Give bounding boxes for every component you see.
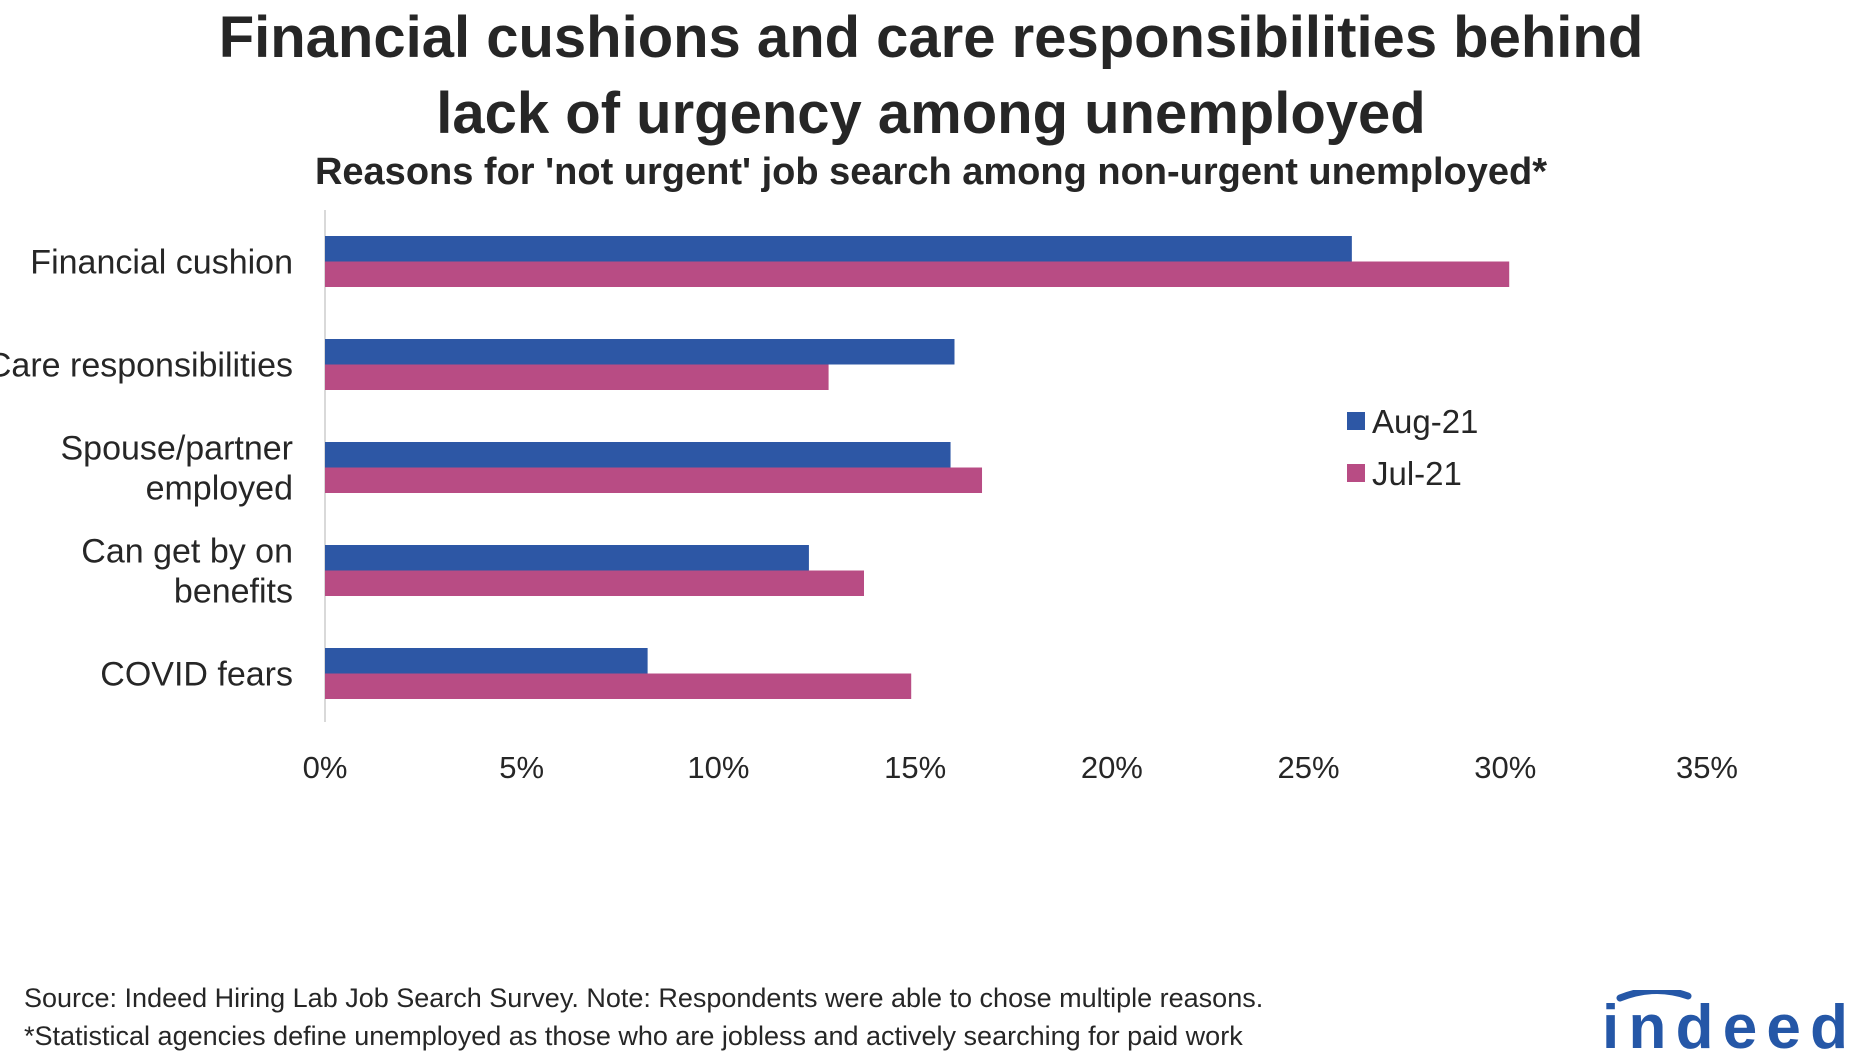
category-label-0-0: Financial cushion [30,244,293,282]
chart-subtitle: Reasons for 'not urgent' job search amon… [314,151,1548,193]
indeed-logo: indeed [1602,990,1848,1054]
bar-jul-21-4 [325,673,912,699]
definition-note: *Statistical agencies define unemployed … [24,1021,1243,1051]
bar-jul-21-1 [325,364,829,390]
x-tick-label-0: 0% [303,750,348,785]
chart-title-line-2: lack of urgency among unemployed [436,81,1426,146]
category-label-3-1: benefits [174,573,293,611]
source-note: Source: Indeed Hiring Lab Job Search Sur… [24,983,1264,1013]
bar-jul-21-3 [325,570,864,596]
legend-swatch-aug-21 [1347,412,1365,430]
logo-wordmark: indeed [1602,993,1848,1054]
legend-label-jul-21: Jul-21 [1372,455,1462,492]
x-tick-label-3: 15% [884,750,946,785]
logo-arc [1616,990,1692,1002]
chart-title: Financial cushions and care responsibili… [0,0,1862,152]
x-tick-label-5: 25% [1278,750,1340,785]
x-tick-label-6: 30% [1474,750,1536,785]
category-label-2-0: Spouse/partner [61,430,294,468]
bar-jul-21-2 [325,467,983,493]
category-label-3-0: Can get by on [81,533,293,571]
chart-title-line-1: Financial cushions and care responsibili… [218,5,1644,70]
bar-aug-21-2 [325,442,951,468]
x-tick-label-1: 5% [499,750,544,785]
category-label-1-0: Care responsibilities [0,347,293,385]
bar-jul-21-0 [325,261,1510,287]
bar-aug-21-0 [325,236,1352,262]
x-tick-label-4: 20% [1081,750,1143,785]
x-tick-label-2: 10% [687,750,749,785]
bar-aug-21-1 [325,339,955,365]
bar-aug-21-4 [325,648,648,674]
legend-swatch-jul-21 [1347,464,1365,482]
legend-label-aug-21: Aug-21 [1372,403,1478,440]
category-label-4-0: COVID fears [100,656,293,694]
category-label-2-1: employed [146,470,293,508]
x-tick-label-7: 35% [1676,750,1738,785]
bar-aug-21-3 [325,545,809,571]
